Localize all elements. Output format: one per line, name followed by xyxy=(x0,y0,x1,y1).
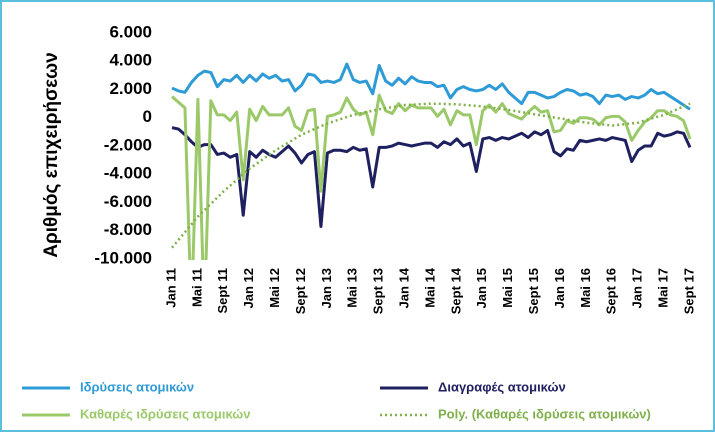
series-line xyxy=(171,93,692,260)
legend-label: Poly. (Καθαρές ιδρύσεις ατομικών) xyxy=(438,406,651,421)
x-tick-label: Jan 16 xyxy=(552,268,567,308)
plot-area xyxy=(171,62,692,260)
x-tick-label: Mai 17 xyxy=(656,268,671,308)
x-tick-label: Mai 12 xyxy=(267,268,282,308)
legend-label: Ιδρύσεις ατομικών xyxy=(80,379,194,394)
y-tick-label: -10.000 xyxy=(94,248,152,267)
x-tick-label: Sept 13 xyxy=(371,268,386,314)
x-tick-label: Sept 11 xyxy=(215,268,230,314)
x-tick-label: Jan 12 xyxy=(241,268,256,308)
x-tick-label: Sept 17 xyxy=(681,268,696,314)
y-tick-label: 0 xyxy=(143,107,152,126)
x-tick-label: Jan 11 xyxy=(163,268,178,308)
y-tick-label: -4.000 xyxy=(104,164,152,183)
series-line xyxy=(171,126,692,229)
y-axis-title: Αριθμός επιχειρήσεων xyxy=(41,52,62,257)
series-line xyxy=(171,102,691,249)
x-tick-label: Jan 14 xyxy=(397,267,412,308)
x-tick-label: Sept 15 xyxy=(526,268,541,314)
series-line xyxy=(171,62,691,111)
y-tick-label: -2.000 xyxy=(104,135,152,154)
y-tick-label: 6.000 xyxy=(109,22,152,41)
x-tick-label: Mai 14 xyxy=(422,267,437,308)
x-tick-label: Sept 14 xyxy=(448,267,463,314)
x-tick-label: Mai 13 xyxy=(345,268,360,308)
legend-label: Καθαρές ιδρύσεις ατομικών xyxy=(80,406,251,421)
x-tick-label: Jan 17 xyxy=(630,268,645,308)
x-tick-label: Mai 15 xyxy=(500,268,515,308)
y-tick-label: 4.000 xyxy=(109,51,152,70)
x-tick-label: Mai 11 xyxy=(189,268,204,307)
legend-label: Διαγραφές ατομικών xyxy=(438,379,566,394)
y-tick-label: -8.000 xyxy=(104,220,152,239)
x-tick-label: Sept 12 xyxy=(293,268,308,314)
x-tick-label: Jan 13 xyxy=(319,268,334,308)
y-tick-label: -6.000 xyxy=(104,192,152,211)
x-tick-label: Jan 15 xyxy=(474,268,489,308)
x-tick-label: Mai 16 xyxy=(578,268,593,308)
x-tick-label: Sept 16 xyxy=(604,268,619,314)
y-tick-label: 2.000 xyxy=(109,79,152,98)
